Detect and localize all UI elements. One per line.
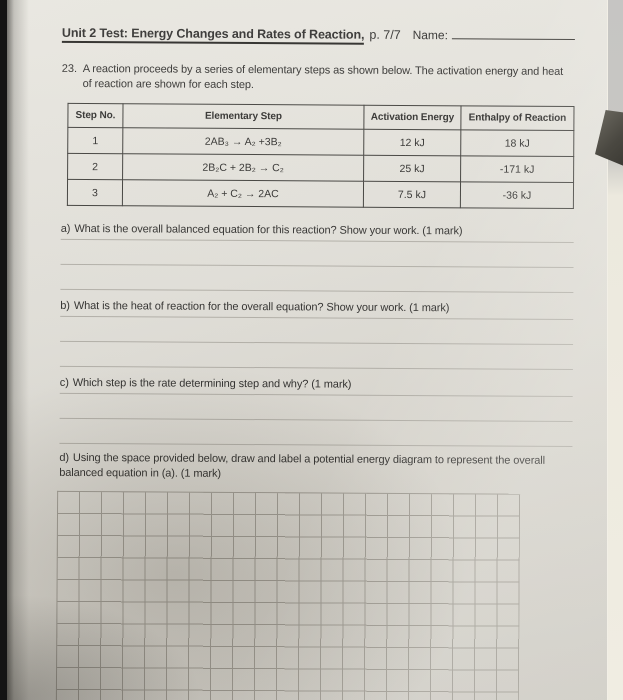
activation-energy-value: 12 kJ	[363, 129, 461, 156]
subquestion-d-text: Using the space provided below, draw and…	[59, 451, 546, 480]
question-23: 23. A reaction proceeds by a series of e…	[62, 62, 575, 94]
page-content: Unit 2 Test: Energy Changes and Rates of…	[55, 24, 575, 700]
page-number: p. 7/7	[369, 27, 401, 42]
enthalpy-value: -171 kJ	[460, 155, 574, 183]
enthalpy-value: -36 kJ	[460, 181, 574, 209]
subquestion-c: c) Which step is the rate determining ste…	[59, 375, 573, 448]
column-header-enthalpy: Enthalpy of Reaction	[460, 105, 575, 131]
subquestion-c-label: c)	[59, 376, 69, 389]
question-text: A reaction proceeds by a series of eleme…	[82, 63, 564, 91]
enthalpy-value: 18 kJ	[460, 129, 574, 157]
worksheet-page: Unit 2 Test: Energy Changes and Rates of…	[7, 0, 608, 700]
answer-line	[60, 316, 574, 346]
table-row: 2 2B₂C + 2B₂ → C₂ 25 kJ -171 kJ	[67, 153, 574, 183]
answer-line	[59, 418, 573, 448]
elementary-step-equation: A₂ + C₂ → 2AC	[122, 179, 364, 208]
page-title: Unit 2 Test: Energy Changes and Rates of…	[61, 25, 364, 45]
subquestion-d-label: d)	[59, 451, 69, 464]
reaction-steps-table: Step No. Elementary Step Activation Ener…	[67, 103, 575, 209]
page-header: Unit 2 Test: Energy Changes and Rates of…	[61, 24, 575, 46]
column-header-elementary-step: Elementary Step	[122, 103, 365, 130]
step-number: 3	[67, 179, 123, 206]
name-blank-line	[451, 26, 575, 41]
table-header-row: Step No. Elementary Step Activation Ener…	[67, 103, 575, 131]
subquestion-a-label: a)	[60, 222, 71, 235]
name-field: Name:	[413, 26, 575, 43]
name-label: Name:	[412, 28, 448, 43]
column-header-activation-energy: Activation Energy	[363, 105, 462, 130]
activation-energy-value: 7.5 kJ	[363, 181, 461, 208]
subquestion-d: d) Using the space provided below, draw a…	[59, 451, 572, 483]
column-header-step: Step No.	[67, 103, 124, 128]
activation-energy-value: 25 kJ	[363, 155, 461, 182]
answer-line	[60, 239, 574, 269]
subquestion-a: a) What is the overall balanced equation …	[60, 221, 574, 294]
table-row: 3 A₂ + C₂ → 2AC 7.5 kJ -36 kJ	[67, 179, 574, 209]
answer-line	[59, 393, 573, 423]
elementary-step-equation: 2AB₃ → A₂ +3B₂	[122, 127, 364, 156]
subquestion-b: b) What is the heat of reaction for the o…	[59, 298, 574, 371]
step-number: 2	[67, 153, 123, 180]
drawing-grid	[55, 490, 521, 700]
answer-line	[59, 341, 574, 371]
elementary-step-equation: 2B₂C + 2B₂ → C₂	[122, 153, 364, 182]
question-number: 23.	[61, 62, 78, 75]
table-row: 1 2AB₃ → A₂ +3B₂ 12 kJ 18 kJ	[67, 127, 574, 157]
step-number: 1	[67, 127, 123, 154]
answer-line	[60, 264, 574, 294]
subquestion-b-label: b)	[60, 299, 70, 312]
